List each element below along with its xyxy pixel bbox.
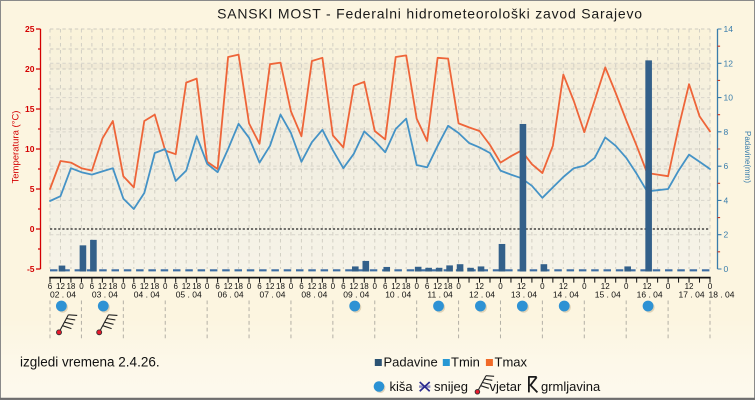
svg-text:0: 0 [247,282,252,291]
svg-text:09 . 04: 09 . 04 [343,289,369,299]
svg-text:12: 12 [724,58,734,68]
svg-text:08 . 04: 08 . 04 [301,289,327,299]
svg-text:18 . 04: 18 . 04 [709,289,735,299]
svg-text:03 . 04: 03 . 04 [92,289,118,299]
svg-text:Tmin: Tmin [451,355,480,370]
svg-text:15: 15 [25,104,35,114]
svg-text:5: 5 [30,184,35,194]
svg-text:12: 12 [224,282,233,291]
svg-text:2: 2 [724,230,729,240]
svg-text:grmljavina: grmljavina [541,379,601,394]
svg-text:18: 18 [360,282,369,291]
svg-text:6: 6 [173,282,178,291]
svg-text:16 . 04: 16 . 04 [637,289,663,299]
svg-text:12 . 04: 12 . 04 [469,289,495,299]
svg-text:14: 14 [724,24,734,34]
svg-text:18: 18 [402,282,411,291]
svg-text:Padavine(mm): Padavine(mm) [743,131,752,183]
svg-text:05 . 04: 05 . 04 [176,289,202,299]
svg-text:12: 12 [140,282,149,291]
svg-text:0: 0 [498,282,503,291]
svg-text:0: 0 [331,282,336,291]
svg-text:kiša: kiša [390,379,414,394]
svg-text:10: 10 [25,144,35,154]
svg-text:6: 6 [299,282,304,291]
svg-text:izgledi vremena 2.4.26.: izgledi vremena 2.4.26. [20,355,160,370]
svg-text:12: 12 [349,282,358,291]
svg-text:12: 12 [475,282,484,291]
svg-text:18: 18 [234,282,243,291]
svg-text:14 . 04: 14 . 04 [553,289,579,299]
svg-text:18: 18 [66,282,75,291]
svg-text:12: 12 [601,282,610,291]
svg-text:18: 18 [276,282,285,291]
svg-text:0: 0 [708,282,713,291]
svg-text:02 . 04: 02 . 04 [50,289,76,299]
svg-text:snijeg: snijeg [434,379,468,394]
svg-text:0: 0 [724,264,729,274]
svg-text:11 . 04: 11 . 04 [427,289,453,299]
svg-text:0: 0 [30,224,35,234]
svg-text:12: 12 [559,282,568,291]
svg-text:6: 6 [425,282,430,291]
svg-text:12: 12 [433,282,442,291]
svg-text:0: 0 [582,282,587,291]
svg-text:-5: -5 [27,264,35,274]
svg-text:18: 18 [444,282,453,291]
svg-text:17 . 04: 17 . 04 [679,289,705,299]
svg-text:6: 6 [383,282,388,291]
svg-text:04 . 04: 04 . 04 [134,289,160,299]
svg-text:Padavine: Padavine [384,355,438,370]
svg-text:12: 12 [266,282,275,291]
svg-text:0: 0 [624,282,629,291]
svg-text:0: 0 [414,282,419,291]
svg-text:6: 6 [724,161,729,171]
svg-text:vjetar: vjetar [490,379,522,394]
svg-text:10: 10 [724,93,734,103]
svg-text:06 . 04: 06 . 04 [218,289,244,299]
svg-text:0: 0 [79,282,84,291]
svg-text:6: 6 [215,282,220,291]
svg-text:0: 0 [666,282,671,291]
svg-text:18: 18 [108,282,117,291]
svg-text:6: 6 [257,282,262,291]
svg-text:12: 12 [391,282,400,291]
svg-text:Tmax: Tmax [495,355,528,370]
svg-text:12: 12 [643,282,652,291]
svg-text:15 . 04: 15 . 04 [595,289,621,299]
svg-text:12: 12 [517,282,526,291]
svg-text:6: 6 [341,282,346,291]
svg-text:18: 18 [318,282,327,291]
svg-text:0: 0 [456,282,461,291]
svg-text:18: 18 [192,282,201,291]
svg-text:0: 0 [540,282,545,291]
svg-text:10 . 04: 10 . 04 [385,289,411,299]
svg-text:07 . 04: 07 . 04 [260,289,286,299]
svg-text:Temperatura (°C): Temperatura (°C) [11,111,22,184]
svg-text:12: 12 [307,282,316,291]
svg-text:12: 12 [98,282,107,291]
svg-text:12: 12 [685,282,694,291]
svg-text:0: 0 [121,282,126,291]
svg-text:12: 12 [56,282,65,291]
svg-text:0: 0 [289,282,294,291]
svg-text:13 . 04: 13 . 04 [511,289,537,299]
svg-text:SANSKI MOST - Federalni hidrom: SANSKI MOST - Federalni hidrometeorološk… [217,6,643,22]
svg-text:6: 6 [132,282,137,291]
svg-text:8: 8 [724,127,729,137]
svg-text:6: 6 [48,282,53,291]
svg-text:4: 4 [724,195,729,205]
svg-text:25: 25 [25,24,35,34]
svg-text:20: 20 [25,64,35,74]
svg-text:0: 0 [163,282,168,291]
svg-text:6: 6 [90,282,95,291]
svg-text:0: 0 [373,282,378,291]
svg-text:0: 0 [205,282,210,291]
svg-text:12: 12 [182,282,191,291]
svg-text:18: 18 [150,282,159,291]
